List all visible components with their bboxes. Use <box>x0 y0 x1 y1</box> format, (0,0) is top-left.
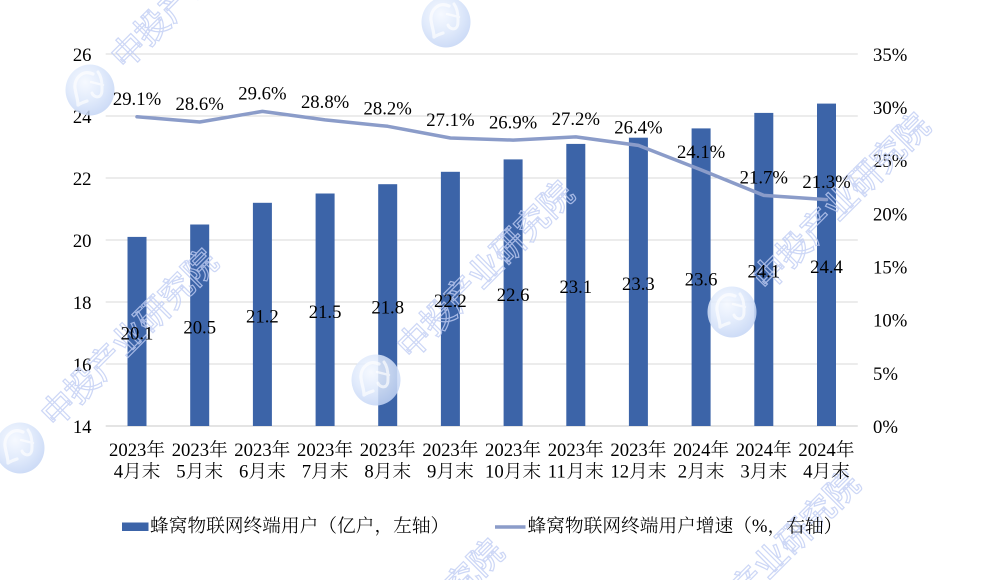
svg-text:24.1%: 24.1% <box>677 142 725 163</box>
svg-text:21.7%: 21.7% <box>740 168 788 189</box>
svg-text:26: 26 <box>73 45 92 66</box>
svg-text:2023: 2023 <box>485 440 522 461</box>
svg-text:4: 4 <box>803 462 813 483</box>
svg-text:10: 10 <box>485 462 504 483</box>
svg-text:2023: 2023 <box>109 440 146 461</box>
svg-text:12: 12 <box>610 462 629 483</box>
svg-text:9: 9 <box>427 462 436 483</box>
svg-text:29.1%: 29.1% <box>113 89 161 110</box>
svg-text:21.3%: 21.3% <box>802 172 850 193</box>
svg-text:25%: 25% <box>873 151 907 172</box>
svg-text:28.6%: 28.6% <box>176 94 224 115</box>
svg-text:20.5: 20.5 <box>183 317 216 338</box>
svg-text:30%: 30% <box>873 98 907 119</box>
svg-text:21.5: 21.5 <box>309 302 342 323</box>
svg-text:2023: 2023 <box>297 440 334 461</box>
svg-text:11: 11 <box>548 462 566 483</box>
svg-text:18: 18 <box>73 293 92 314</box>
svg-text:21.2: 21.2 <box>246 307 279 328</box>
svg-text:22: 22 <box>73 169 92 190</box>
svg-text:2023: 2023 <box>172 440 209 461</box>
svg-text:14: 14 <box>73 417 92 438</box>
svg-text:28.8%: 28.8% <box>301 92 349 113</box>
svg-text:6: 6 <box>239 462 248 483</box>
svg-text:10%: 10% <box>873 311 907 332</box>
svg-text:24.1: 24.1 <box>747 262 780 283</box>
svg-text:0%: 0% <box>873 417 898 438</box>
svg-text:5%: 5% <box>873 364 898 385</box>
svg-text:29.6%: 29.6% <box>238 84 286 105</box>
svg-text:20%: 20% <box>873 204 907 225</box>
svg-text:24.4: 24.4 <box>810 257 843 278</box>
svg-text:23.3: 23.3 <box>622 274 655 295</box>
svg-text:2023: 2023 <box>360 440 397 461</box>
svg-text:26.4%: 26.4% <box>614 118 662 139</box>
svg-text:4: 4 <box>114 462 124 483</box>
svg-text:2023: 2023 <box>610 440 647 461</box>
svg-text:21.8: 21.8 <box>371 297 404 318</box>
svg-text:2: 2 <box>678 462 687 483</box>
svg-text:20.1: 20.1 <box>121 324 154 345</box>
svg-text:7: 7 <box>302 462 311 483</box>
svg-text:8: 8 <box>364 462 373 483</box>
svg-text:2024: 2024 <box>736 440 774 461</box>
svg-text:20: 20 <box>73 231 92 252</box>
svg-text:27.2%: 27.2% <box>552 109 600 130</box>
svg-text:15%: 15% <box>873 258 907 279</box>
svg-text:23.1: 23.1 <box>559 277 592 298</box>
svg-text:2023: 2023 <box>548 440 585 461</box>
svg-text:2024: 2024 <box>798 440 836 461</box>
svg-text:23.6: 23.6 <box>685 269 718 290</box>
svg-text:%: % <box>752 516 768 537</box>
svg-text:2023: 2023 <box>422 440 459 461</box>
svg-text:22.6: 22.6 <box>497 285 530 306</box>
svg-text:35%: 35% <box>873 45 907 66</box>
svg-text:2023: 2023 <box>234 440 271 461</box>
svg-text:5: 5 <box>176 462 185 483</box>
svg-text:28.2%: 28.2% <box>364 99 412 120</box>
svg-text:26.9%: 26.9% <box>489 112 537 133</box>
svg-text:2024: 2024 <box>673 440 711 461</box>
svg-text:27.1%: 27.1% <box>426 110 474 131</box>
svg-text:22.2: 22.2 <box>434 291 467 312</box>
svg-text:3: 3 <box>740 462 749 483</box>
